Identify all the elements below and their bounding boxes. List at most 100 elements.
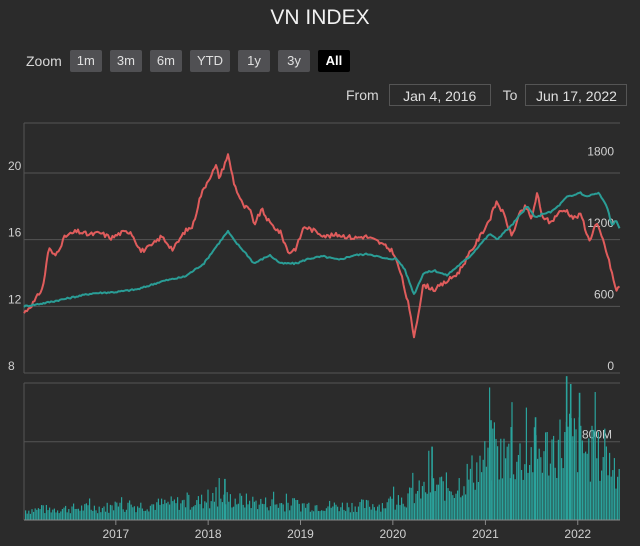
x-axis-tick-label-2021: 2021 <box>472 527 499 541</box>
volume-bar <box>90 509 92 520</box>
volume-bar <box>615 488 617 520</box>
volume-bar <box>273 491 275 520</box>
volume-bar <box>49 507 51 520</box>
volume-bar <box>441 476 443 520</box>
volume-bar <box>180 503 182 520</box>
volume-bar <box>349 512 351 520</box>
volume-bar <box>593 429 595 520</box>
volume-bar <box>428 450 430 520</box>
volume-bar <box>545 432 547 520</box>
volume-bar <box>487 447 489 520</box>
volume-peak-bar <box>578 392 581 520</box>
volume-bar <box>577 472 579 520</box>
volume-bar <box>561 458 563 520</box>
volume-bar <box>31 509 33 520</box>
volume-bar <box>63 507 65 520</box>
volume-bar <box>359 502 361 520</box>
volume-bar <box>244 507 246 520</box>
volume-bar <box>164 499 166 520</box>
volume-bar <box>321 510 323 520</box>
volume-bar <box>236 504 238 520</box>
volume-bar <box>42 505 44 520</box>
volume-bar <box>503 438 505 520</box>
volume-bar <box>287 502 289 520</box>
zoom-1y-button[interactable]: 1y <box>237 50 270 72</box>
volume-bar <box>498 479 500 520</box>
volume-bar <box>613 458 615 520</box>
volume-bar <box>249 500 251 520</box>
volume-bar <box>65 505 67 520</box>
zoom-ytd-button[interactable]: YTD <box>189 50 230 72</box>
volume-bar <box>223 494 225 520</box>
volume-bar <box>157 498 159 520</box>
volume-bar <box>98 506 100 520</box>
volume-bar <box>602 457 604 520</box>
zoom-6m-button[interactable]: 6m <box>149 50 182 72</box>
volume-bar <box>237 503 239 520</box>
volume-bar <box>541 472 543 520</box>
volume-bar <box>282 504 284 520</box>
volume-bar <box>329 500 331 520</box>
volume-bar <box>409 487 411 520</box>
zoom-3y-button[interactable]: 3y <box>277 50 310 72</box>
volume-bar <box>185 507 187 520</box>
volume-bar <box>396 504 398 520</box>
volume-bar <box>263 504 265 520</box>
volume-bar <box>87 505 89 520</box>
volume-bar <box>201 494 203 520</box>
volume-bar <box>242 504 244 520</box>
volume-bar <box>429 492 431 520</box>
volume-bar <box>285 493 287 520</box>
volume-bar <box>156 502 158 520</box>
volume-bar <box>423 481 425 520</box>
teal-series-line <box>23 191 621 308</box>
volume-bar <box>57 510 59 520</box>
right-axis-tick-label: 600 <box>594 288 614 302</box>
volume-bar <box>559 419 561 520</box>
volume-bar <box>596 458 598 520</box>
volume-bar <box>538 448 540 520</box>
zoom-3m-button[interactable]: 3m <box>109 50 142 72</box>
volume-bar <box>314 505 316 520</box>
volume-bar <box>433 478 435 520</box>
volume-bar <box>233 506 235 520</box>
volume-bar <box>394 509 396 520</box>
volume-bar <box>437 484 439 520</box>
x-axis-tick-label-2018: 2018 <box>195 527 222 541</box>
volume-bar <box>450 491 452 520</box>
volume-bar <box>457 490 459 520</box>
volume-bar <box>167 501 169 520</box>
left-axis-tick-label: 20 <box>8 159 22 173</box>
zoom-label: Zoom <box>26 53 62 69</box>
volume-bar <box>415 493 417 520</box>
volume-bar <box>146 509 148 520</box>
volume-bar <box>551 439 553 520</box>
volume-bar <box>154 509 156 520</box>
zoom-1m-button[interactable]: 1m <box>69 50 102 72</box>
volume-bar <box>140 502 142 520</box>
volume-bar <box>597 431 599 520</box>
from-date-input[interactable]: Jan 4, 2016 <box>388 84 491 106</box>
volume-bar <box>213 501 215 520</box>
volume-bar <box>113 510 115 520</box>
volume-bar <box>143 510 145 520</box>
volume-bar <box>474 489 476 520</box>
volume-bar <box>181 500 183 520</box>
volume-bar <box>465 494 467 520</box>
volume-bar <box>132 507 134 520</box>
volume-bar <box>594 392 596 520</box>
volume-bar <box>564 432 566 520</box>
volume-bar <box>293 498 295 520</box>
volume-bar <box>289 510 291 520</box>
volume-bar <box>301 503 303 520</box>
volume-bar <box>97 513 99 520</box>
volume-bar <box>353 511 355 520</box>
to-date-input[interactable]: Jun 17, 2022 <box>525 84 628 106</box>
volume-bar <box>260 498 262 520</box>
volume-bar <box>77 508 79 520</box>
zoom-all-button[interactable]: All <box>317 50 350 72</box>
volume-bar <box>92 510 94 520</box>
volume-bar <box>388 498 390 520</box>
volume-bar <box>532 472 534 520</box>
volume-bar <box>218 478 220 520</box>
